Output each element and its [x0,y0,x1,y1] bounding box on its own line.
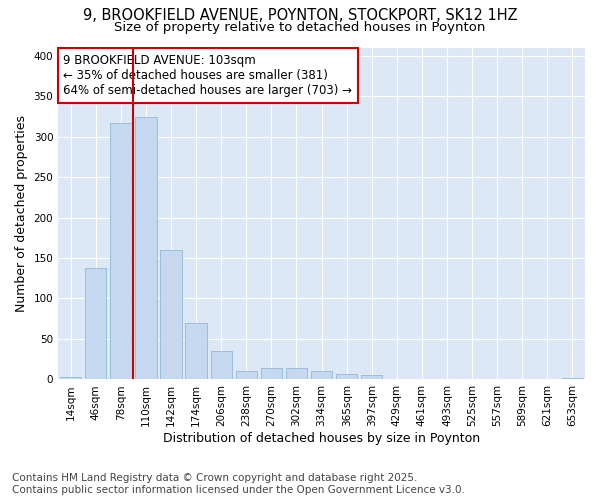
Bar [336,374,358,380]
Bar [236,372,257,380]
Bar [286,368,307,380]
Bar [436,378,458,380]
Bar [411,378,433,380]
X-axis label: Distribution of detached houses by size in Poynton: Distribution of detached houses by size … [163,432,480,445]
Y-axis label: Number of detached properties: Number of detached properties [15,115,28,312]
Bar [136,117,157,380]
Bar [211,351,232,380]
Text: Size of property relative to detached houses in Poynton: Size of property relative to detached ho… [115,21,485,34]
Bar [85,268,106,380]
Bar [311,370,332,380]
Text: Contains HM Land Registry data © Crown copyright and database right 2025.
Contai: Contains HM Land Registry data © Crown c… [12,474,465,495]
Bar [562,378,583,380]
Bar [386,378,407,380]
Bar [60,377,82,380]
Bar [110,123,131,380]
Bar [261,368,282,380]
Text: 9 BROOKFIELD AVENUE: 103sqm
← 35% of detached houses are smaller (381)
64% of se: 9 BROOKFIELD AVENUE: 103sqm ← 35% of det… [64,54,352,97]
Bar [160,250,182,380]
Bar [361,376,382,380]
Text: 9, BROOKFIELD AVENUE, POYNTON, STOCKPORT, SK12 1HZ: 9, BROOKFIELD AVENUE, POYNTON, STOCKPORT… [83,8,517,22]
Bar [185,323,207,380]
